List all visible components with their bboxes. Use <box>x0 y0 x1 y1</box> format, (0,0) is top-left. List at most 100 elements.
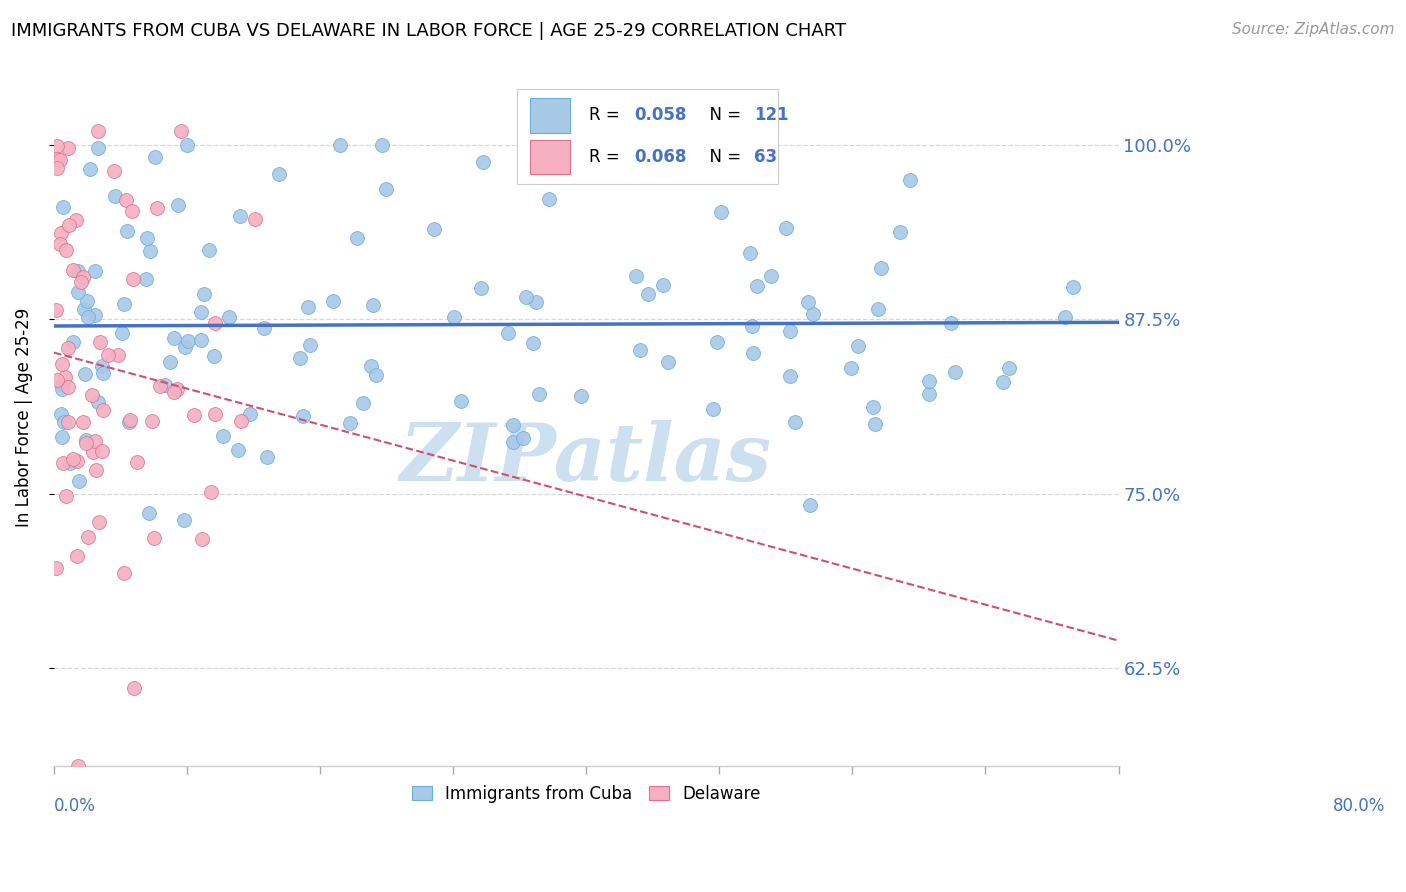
Point <box>569 389 592 403</box>
Point <box>104 189 127 203</box>
Text: 0.058: 0.058 <box>634 106 686 124</box>
Point <box>291 409 314 424</box>
Point <box>142 531 165 545</box>
Point <box>741 346 763 360</box>
Text: N =: N = <box>699 148 747 166</box>
Point <box>183 409 205 423</box>
Point <box>177 334 200 348</box>
Text: 80.0%: 80.0% <box>1333 797 1385 815</box>
Point <box>297 300 319 314</box>
Point <box>174 340 197 354</box>
Bar <box>530 140 571 175</box>
Point <box>138 506 160 520</box>
Point <box>87 124 110 138</box>
Point <box>87 141 110 155</box>
Point <box>166 382 188 396</box>
Text: 63: 63 <box>755 148 778 166</box>
Point <box>173 513 195 527</box>
Point <box>72 302 94 317</box>
Point <box>76 530 98 544</box>
Point <box>870 260 893 275</box>
Point <box>122 272 145 286</box>
Point <box>256 450 278 464</box>
Point <box>159 355 181 369</box>
Point <box>522 336 544 351</box>
Point <box>56 415 79 429</box>
Point <box>89 515 111 529</box>
Point <box>136 231 159 245</box>
Point <box>529 386 551 401</box>
Point <box>167 198 190 212</box>
Point <box>360 359 382 373</box>
Point <box>190 304 212 318</box>
Point <box>72 270 94 285</box>
Point <box>524 294 547 309</box>
Point <box>706 335 728 350</box>
Point <box>55 489 77 503</box>
Point <box>139 244 162 259</box>
Text: 0.068: 0.068 <box>634 148 686 166</box>
Point <box>862 400 884 414</box>
Point <box>190 333 212 347</box>
Text: ZIPatlas: ZIPatlas <box>401 420 772 498</box>
Point <box>52 415 75 429</box>
Point <box>107 348 129 362</box>
Point <box>103 164 125 178</box>
Point <box>443 310 465 324</box>
Point <box>114 193 136 207</box>
Point <box>135 272 157 286</box>
Point <box>51 378 73 392</box>
Point <box>637 287 659 301</box>
Point <box>45 561 67 575</box>
Point <box>329 138 352 153</box>
Point <box>58 341 80 355</box>
Point <box>111 326 134 340</box>
Point <box>112 566 135 580</box>
Point <box>1054 310 1077 325</box>
Point <box>738 246 761 260</box>
Point <box>75 368 97 382</box>
Point <box>628 343 651 358</box>
Point <box>801 308 824 322</box>
Point <box>943 366 966 380</box>
Text: IMMIGRANTS FROM CUBA VS DELAWARE IN LABOR FORCE | AGE 25-29 CORRELATION CHART: IMMIGRANTS FROM CUBA VS DELAWARE IN LABO… <box>11 22 846 40</box>
Point <box>228 209 250 223</box>
Point <box>170 124 193 138</box>
Point <box>82 445 104 459</box>
Point <box>91 366 114 380</box>
Point <box>51 430 73 444</box>
Point <box>149 379 172 393</box>
Point <box>761 269 783 284</box>
Point <box>67 474 90 488</box>
Point <box>143 150 166 164</box>
Point <box>630 169 652 183</box>
Point <box>51 407 73 421</box>
Point <box>84 463 107 477</box>
Point <box>918 375 941 389</box>
Text: 0.0%: 0.0% <box>53 797 96 815</box>
Point <box>59 456 82 470</box>
Point <box>939 316 962 330</box>
Point <box>998 361 1021 376</box>
Point <box>352 396 374 410</box>
Point <box>46 161 69 175</box>
Point <box>49 153 72 167</box>
Point <box>79 161 101 176</box>
Point <box>502 434 524 449</box>
Point <box>141 415 163 429</box>
Point <box>796 295 818 310</box>
Point <box>84 308 107 322</box>
Point <box>364 368 387 382</box>
Point <box>49 237 72 252</box>
Point <box>231 414 253 428</box>
Point <box>624 268 647 283</box>
Point <box>779 324 801 338</box>
Point <box>45 152 67 166</box>
Point <box>200 485 222 500</box>
Point <box>841 361 863 376</box>
Point <box>889 225 911 239</box>
Point <box>657 355 679 369</box>
Point <box>53 369 76 384</box>
Point <box>204 407 226 421</box>
Point <box>76 293 98 308</box>
